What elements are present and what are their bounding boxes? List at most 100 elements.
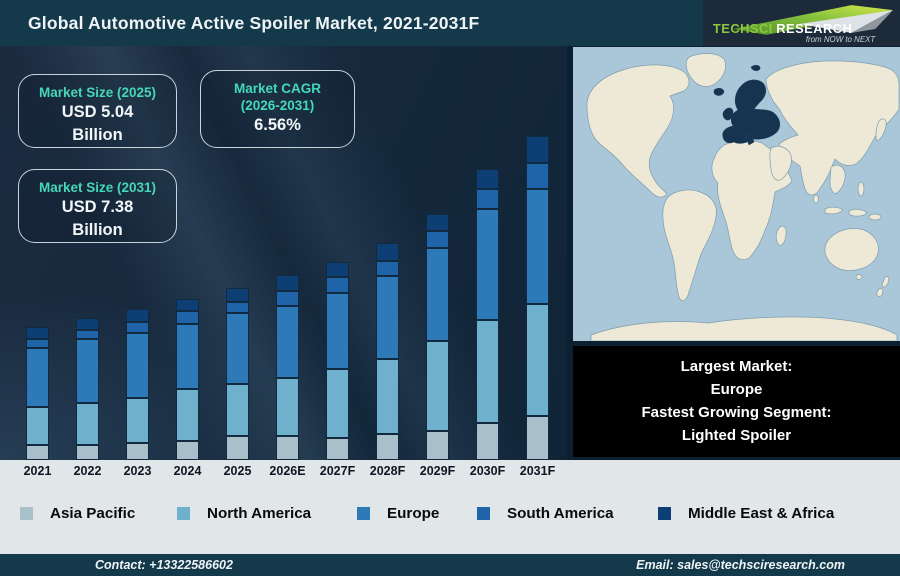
x-tick-2029f: 2029F (419, 464, 456, 478)
map-landmasses (586, 53, 900, 342)
map-svalbard (750, 65, 761, 71)
bar-segment-asia-pacific (226, 436, 249, 460)
bar-segment-south-america (26, 339, 49, 348)
legend-swatch-asia-pacific (20, 506, 33, 520)
right-panel: Largest Market: Europe Fastest Growing Seg… (567, 46, 900, 460)
info-box-label: (2026-2031) (240, 98, 315, 113)
bar-segment-asia-pacific (26, 445, 49, 460)
bar-segment-south-america (226, 302, 249, 313)
callout-line-0: Largest Market: (680, 358, 793, 375)
bar-segment-south-america (76, 330, 99, 339)
bar-segment-asia-pacific (526, 416, 549, 460)
x-tick-2022: 2022 (73, 464, 102, 478)
bar-segment-south-america (126, 322, 149, 333)
bar-segment-europe (76, 339, 99, 403)
bar-segment-middle-east-africa (76, 318, 99, 330)
info-box-label: Market CAGR (233, 81, 322, 96)
bar-segment-europe (176, 324, 199, 389)
logo-tagline: from NOW to NEXT (806, 35, 877, 44)
techsci-logo-graphic: TECHSCI RESEARCH from NOW to NEXT (713, 5, 894, 44)
map-indochina (829, 164, 846, 194)
bar-segment-middle-east-africa (426, 214, 449, 231)
bar-segment-north-america (276, 378, 299, 436)
info-box-2: Market Size (2031) USD 7.38 Billion (18, 169, 177, 243)
bar-segment-asia-pacific (326, 438, 349, 460)
bar-segment-south-america (476, 189, 499, 209)
bar-segment-europe (426, 248, 449, 341)
bar-2023 (126, 309, 149, 460)
x-tick-2024: 2024 (173, 464, 202, 478)
axis-legend-strip: 2021 2022 2023 2024 2025 2026E 2027F 2028F 2029F… (0, 460, 900, 554)
info-box-value: Billion (72, 221, 123, 239)
map-japan (875, 118, 887, 142)
info-box-value: USD 5.04 (61, 103, 134, 121)
bar-segment-europe (526, 189, 549, 304)
map-new-zealand-south (876, 288, 884, 297)
bar-segment-europe (376, 276, 399, 359)
bar-segment-asia-pacific (276, 436, 299, 460)
bar-segment-middle-east-africa (276, 275, 299, 291)
map-tasmania (855, 274, 863, 280)
bar-segment-middle-east-africa (176, 299, 199, 311)
map-indonesia-1 (824, 206, 844, 215)
bar-2021 (26, 327, 49, 460)
contact-phone: Contact: +13322586602 (95, 558, 233, 572)
map-antarctica (590, 316, 898, 342)
bar-segment-asia-pacific (476, 423, 499, 460)
bar-segment-south-america (276, 291, 299, 306)
logo-arrow-underside (799, 10, 894, 33)
bar-2024 (176, 299, 199, 460)
legend-swatch-middle-east-africa (658, 506, 671, 520)
chart-area: Market Size (2025) USD 5.04 Billion Market … (0, 46, 567, 460)
map-uk (722, 107, 734, 121)
page-title: Global Automotive Active Spoiler Market,… (28, 13, 480, 33)
info-box-1: Market CAGR (2026-2031) 6.56% (200, 70, 355, 148)
legend-swatch-south-america (477, 506, 490, 520)
bar-segment-south-america (426, 231, 449, 248)
x-tick-2030f: 2030F (469, 464, 506, 478)
world-map-graphic (573, 47, 900, 342)
techsci-logo: TECHSCI RESEARCH from NOW to NEXT (703, 0, 900, 46)
footer-bar: Contact: +13322586602 Email: sales@techs… (0, 554, 900, 576)
legend-swatch-north-america (177, 506, 190, 520)
bar-segment-north-america (76, 403, 99, 445)
map-south-america (662, 189, 717, 301)
x-tick-2023: 2023 (123, 464, 152, 478)
bar-segment-north-america (426, 341, 449, 431)
map-north-america (586, 64, 690, 198)
bar-2026e (276, 275, 299, 460)
x-tick-2028f: 2028F (369, 464, 406, 478)
bar-segment-middle-east-africa (326, 262, 349, 277)
bar-segment-asia-pacific (376, 434, 399, 460)
header-bar: Global Automotive Active Spoiler Market,… (0, 0, 900, 46)
bar-segment-south-america (526, 163, 549, 189)
callout-line-1: Europe (710, 381, 763, 398)
bar-segment-north-america (126, 398, 149, 443)
map-greenland (685, 53, 726, 87)
bar-segment-middle-east-africa (476, 169, 499, 189)
bar-segment-europe (476, 209, 499, 320)
legend-label-north-america: North America (207, 504, 312, 522)
map-madagascar (775, 225, 787, 246)
map-sri-lanka (813, 194, 819, 204)
bar-segment-europe (226, 313, 249, 384)
map-new-guinea (868, 213, 882, 221)
bar-segment-north-america (226, 384, 249, 436)
info-box-label: Market Size (2025) (38, 85, 157, 100)
x-tick-2027f: 2027F (319, 464, 356, 478)
bar-2022 (76, 318, 99, 460)
x-tick-2025: 2025 (223, 464, 252, 478)
callout-line-3: Lighted Spoiler (681, 427, 792, 444)
bar-segment-europe (26, 348, 49, 407)
bar-segment-middle-east-africa (226, 288, 249, 302)
legend-item-north-america: North America (177, 504, 311, 522)
legend-item-europe: Europe (357, 504, 439, 522)
map-arabian-peninsula (769, 145, 792, 181)
largest-market-callout: Largest Market: Europe Fastest Growing Seg… (573, 346, 900, 457)
bar-segment-north-america (176, 389, 199, 441)
map-asia (765, 60, 900, 196)
logo-arrow-shadow (851, 10, 894, 33)
map-new-zealand-north (881, 276, 890, 288)
bar-segment-middle-east-africa (26, 327, 49, 339)
